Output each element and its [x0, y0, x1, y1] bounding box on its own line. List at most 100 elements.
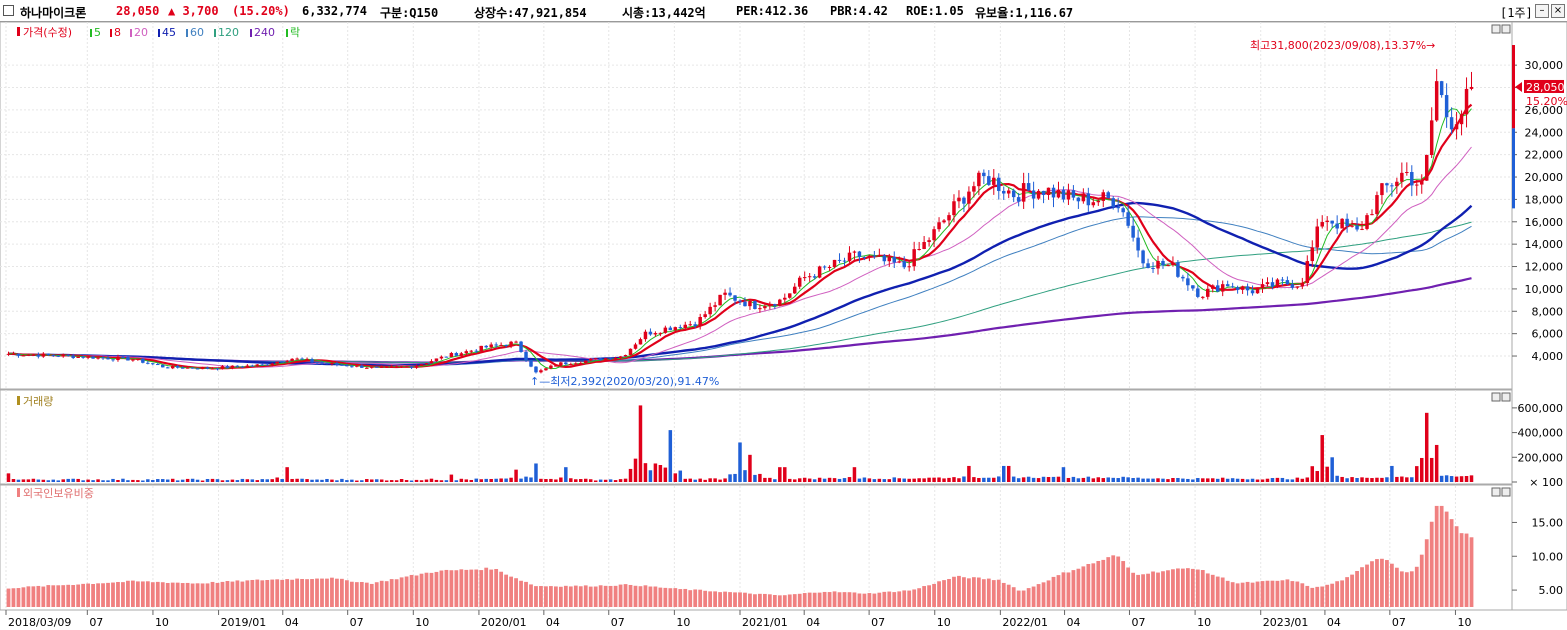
volume-bar [1410, 477, 1414, 482]
foreign-ratio-bar [106, 582, 110, 607]
candle-body [215, 368, 220, 370]
volume-bar [797, 478, 802, 482]
candle [365, 367, 369, 369]
select-checkbox[interactable] [3, 5, 14, 16]
candle [494, 342, 498, 348]
candle-body [534, 366, 538, 373]
candle-body [275, 361, 279, 364]
candle-body [1439, 81, 1444, 96]
volume-bar [1454, 476, 1459, 482]
candle [738, 299, 742, 306]
volume-bar [773, 479, 777, 482]
candle [792, 283, 797, 294]
candle [1265, 277, 1270, 287]
foreign-ratio-bar [479, 570, 484, 607]
volume-bar [21, 479, 26, 482]
volume-bar [753, 474, 757, 482]
foreign-ratio-bar [718, 592, 722, 607]
volume-bar [1011, 476, 1016, 482]
candle [1280, 276, 1285, 286]
foreign-ratio-bar [1350, 574, 1354, 607]
volume-bar [1305, 477, 1310, 482]
volume-bar [1036, 478, 1041, 482]
candle-body [394, 366, 399, 368]
candle-body [718, 294, 722, 306]
candle-body [872, 255, 877, 257]
volume-bar [504, 478, 508, 482]
candle [673, 326, 678, 333]
candle-body [758, 308, 762, 310]
foreign-ratio-bar [758, 593, 762, 607]
grid-lines [0, 22, 1512, 610]
candle-body [235, 365, 240, 367]
volume-bar [872, 479, 877, 482]
period-selector[interactable]: [1주] [1500, 6, 1533, 20]
volume-bar [907, 478, 911, 482]
candle-body [146, 362, 150, 364]
close-icon[interactable]: × [1551, 4, 1565, 18]
foreign-ratio-bar [738, 592, 742, 607]
candle-body [892, 256, 897, 263]
candle-body [673, 327, 678, 331]
foreign-ratio-bar [822, 591, 827, 607]
candle [1156, 255, 1160, 275]
foreign-ratio-bar [832, 591, 837, 607]
volume-bar [275, 477, 279, 482]
candle [992, 169, 996, 195]
x-axis-labels: 2018/03/09 07 10 2019/01 04 07 10 2020/01 04 07 10… [5, 610, 1471, 629]
volume-bar [778, 467, 782, 482]
candle-body [792, 286, 797, 294]
candle [1320, 215, 1324, 229]
volume-bar [459, 478, 464, 482]
price-panel-close-icon[interactable] [1501, 24, 1511, 34]
volume-bar [509, 477, 513, 482]
volume-bar [1250, 478, 1255, 482]
candle-body [529, 360, 533, 367]
foreign-ratio-bar [633, 585, 638, 607]
candle [449, 351, 454, 358]
foreign-ratio-bar [1449, 519, 1454, 607]
candle-body [1136, 237, 1140, 251]
price-panel-minimize-icon[interactable] [1491, 24, 1501, 34]
minimize-icon[interactable]: – [1535, 4, 1549, 18]
volume-bar [912, 478, 916, 482]
foreign-ratio-bar [1399, 571, 1404, 607]
foreign-ratio-bar [1235, 583, 1240, 607]
foreign-ratio-bar [693, 589, 698, 607]
candle [355, 364, 359, 368]
candle [459, 351, 464, 358]
candle-body [748, 301, 752, 307]
foreign-ratio-bar [26, 586, 31, 607]
volume-bar [663, 467, 668, 482]
current-price-box [1524, 79, 1564, 93]
x-tick-label: 2018/03/09 [8, 616, 71, 629]
candle [628, 348, 633, 356]
foreign-panel-minimize-icon[interactable] [1491, 487, 1501, 497]
candle-body [564, 362, 568, 365]
foreign-ratio-bar [1315, 586, 1320, 607]
candle [1081, 188, 1086, 204]
volume-bar [245, 479, 250, 482]
foreign-ratio-bar [912, 589, 917, 607]
volume-bar [832, 478, 837, 482]
volume-bar [11, 479, 16, 482]
foreign-ratio-bar [907, 590, 912, 607]
volume-bar [1255, 479, 1260, 482]
candle-body [1240, 286, 1245, 290]
foreign-ratio-bar [489, 569, 494, 607]
candle [305, 357, 309, 361]
volume-panel-minimize-icon[interactable] [1491, 392, 1501, 402]
volume-bar [51, 479, 56, 482]
foreign-panel-close-icon[interactable] [1501, 487, 1511, 497]
candle [444, 356, 449, 358]
candle [225, 364, 230, 369]
foreign-ratio-bar [474, 569, 479, 607]
volume-bar [1071, 476, 1076, 482]
candle-body [1360, 228, 1364, 230]
volume-bar [743, 470, 747, 482]
foreign-ratio-bar [16, 588, 21, 607]
candle-body [1161, 260, 1165, 266]
volume-bar [783, 467, 787, 482]
volume-panel-close-icon[interactable] [1501, 392, 1511, 402]
candle [220, 365, 225, 370]
